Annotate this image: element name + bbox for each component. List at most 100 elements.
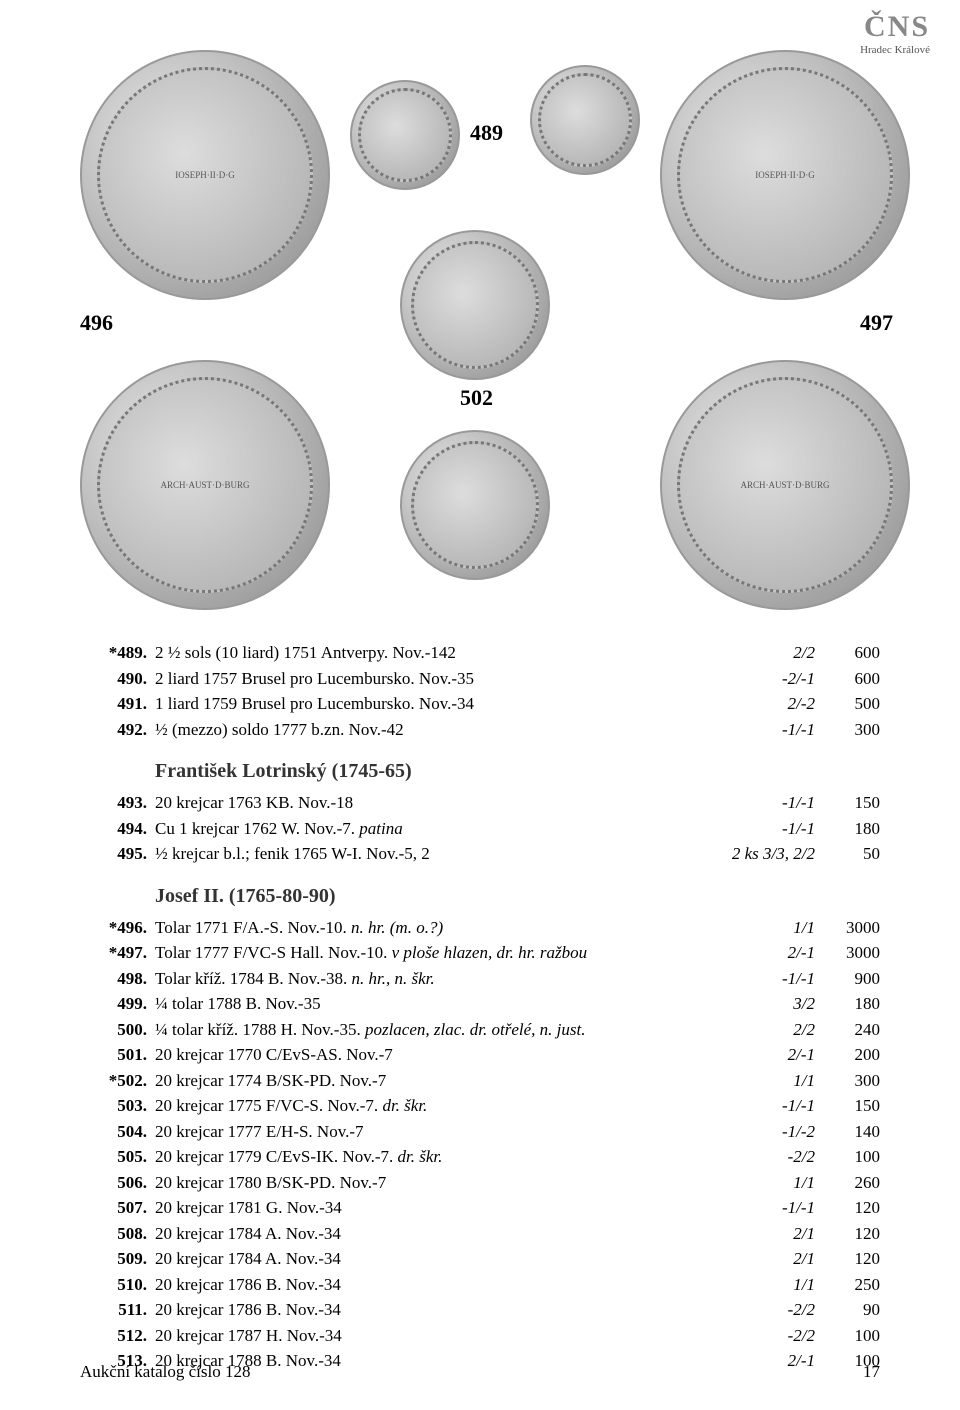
lot-description: 20 krejcar 1777 E/H-S. Nov.-7 bbox=[155, 1119, 715, 1145]
catalog-row: 498.Tolar kříž. 1784 B. Nov.-38. n. hr.,… bbox=[80, 966, 880, 992]
lot-grade: -1/-1 bbox=[715, 790, 815, 816]
lot-price: 500 bbox=[815, 691, 880, 717]
lot-number: 499. bbox=[80, 991, 155, 1017]
lot-price: 250 bbox=[815, 1272, 880, 1298]
lot-price: 180 bbox=[815, 991, 880, 1017]
lot-description: 20 krejcar 1770 C/EvS-AS. Nov.-7 bbox=[155, 1042, 715, 1068]
catalog-row: 491.1 liard 1759 Brusel pro Lucembursko.… bbox=[80, 691, 880, 717]
coin-image: ARCH·AUST·D·BURG bbox=[80, 360, 330, 610]
coin-image bbox=[530, 65, 640, 175]
catalog-row: 492.½ (mezzo) soldo 1777 b.zn. Nov.-42-1… bbox=[80, 717, 880, 743]
lot-grade: 2/1 bbox=[715, 1221, 815, 1247]
lot-number: *502. bbox=[80, 1068, 155, 1094]
lot-grade: -1/-1 bbox=[715, 1195, 815, 1221]
catalog-row: *489.2 ½ sols (10 liard) 1751 Antverpy. … bbox=[80, 640, 880, 666]
coin-label: 489 bbox=[470, 120, 503, 146]
catalog-row: 512.20 krejcar 1787 H. Nov.-34-2/2100 bbox=[80, 1323, 880, 1349]
coin-image bbox=[350, 80, 460, 190]
lot-grade: -1/-1 bbox=[715, 816, 815, 842]
lot-number: 504. bbox=[80, 1119, 155, 1145]
catalog-row: *496.Tolar 1771 F/A.-S. Nov.-10. n. hr. … bbox=[80, 915, 880, 941]
lot-price: 260 bbox=[815, 1170, 880, 1196]
lot-description: 2 ½ sols (10 liard) 1751 Antverpy. Nov.-… bbox=[155, 640, 715, 666]
lot-price: 3000 bbox=[815, 915, 880, 941]
coin-images-area: IOSEPH·II·D·G 489 IOSEPH·II·D·G 496 497 … bbox=[50, 50, 910, 630]
lot-number: 506. bbox=[80, 1170, 155, 1196]
lot-price: 120 bbox=[815, 1221, 880, 1247]
header-logo-text: ČNS bbox=[860, 10, 930, 44]
catalog-listing: *489.2 ½ sols (10 liard) 1751 Antverpy. … bbox=[80, 640, 880, 1374]
coin-image: IOSEPH·II·D·G bbox=[80, 50, 330, 300]
lot-number: 510. bbox=[80, 1272, 155, 1298]
lot-grade: 1/1 bbox=[715, 1068, 815, 1094]
lot-price: 100 bbox=[815, 1323, 880, 1349]
catalog-row: 495.½ krejcar b.l.; fenik 1765 W-I. Nov.… bbox=[80, 841, 880, 867]
lot-number: 508. bbox=[80, 1221, 155, 1247]
lot-grade: -2/2 bbox=[715, 1297, 815, 1323]
lot-price: 600 bbox=[815, 666, 880, 692]
lot-number: *489. bbox=[80, 640, 155, 666]
catalog-row: 494.Cu 1 krejcar 1762 W. Nov.-7. patina-… bbox=[80, 816, 880, 842]
lot-description: Tolar 1771 F/A.-S. Nov.-10. n. hr. (m. o… bbox=[155, 915, 715, 941]
lot-description: 20 krejcar 1780 B/SK-PD. Nov.-7 bbox=[155, 1170, 715, 1196]
lot-description: Tolar 1777 F/VC-S Hall. Nov.-10. v ploše… bbox=[155, 940, 715, 966]
lot-number: 491. bbox=[80, 691, 155, 717]
lot-price: 140 bbox=[815, 1119, 880, 1145]
catalog-row: 504.20 krejcar 1777 E/H-S. Nov.-7-1/-214… bbox=[80, 1119, 880, 1145]
lot-price: 300 bbox=[815, 717, 880, 743]
lot-grade: -1/-2 bbox=[715, 1119, 815, 1145]
lot-number: 495. bbox=[80, 841, 155, 867]
lot-grade: 2/1 bbox=[715, 1246, 815, 1272]
catalog-row: 511.20 krejcar 1786 B. Nov.-34-2/290 bbox=[80, 1297, 880, 1323]
lot-price: 200 bbox=[815, 1042, 880, 1068]
page-footer: Aukční katalog číslo 128 17 bbox=[80, 1362, 880, 1382]
lot-price: 150 bbox=[815, 790, 880, 816]
lot-number: 500. bbox=[80, 1017, 155, 1043]
lot-number: 492. bbox=[80, 717, 155, 743]
lot-description: 1 liard 1759 Brusel pro Lucembursko. Nov… bbox=[155, 691, 715, 717]
catalog-row: 509.20 krejcar 1784 A. Nov.-342/1120 bbox=[80, 1246, 880, 1272]
lot-number: *497. bbox=[80, 940, 155, 966]
lot-description: 20 krejcar 1786 B. Nov.-34 bbox=[155, 1297, 715, 1323]
lot-grade: -2/2 bbox=[715, 1323, 815, 1349]
footer-page-number: 17 bbox=[863, 1362, 880, 1382]
catalog-row: 507.20 krejcar 1781 G. Nov.-34-1/-1120 bbox=[80, 1195, 880, 1221]
catalog-row: 506.20 krejcar 1780 B/SK-PD. Nov.-71/126… bbox=[80, 1170, 880, 1196]
coin-image bbox=[400, 430, 550, 580]
lot-number: 498. bbox=[80, 966, 155, 992]
coin-image bbox=[400, 230, 550, 380]
catalog-row: 505.20 krejcar 1779 C/EvS-IK. Nov.-7. dr… bbox=[80, 1144, 880, 1170]
lot-number: 494. bbox=[80, 816, 155, 842]
catalog-row: 501.20 krejcar 1770 C/EvS-AS. Nov.-72/-1… bbox=[80, 1042, 880, 1068]
lot-description: 20 krejcar 1774 B/SK-PD. Nov.-7 bbox=[155, 1068, 715, 1094]
lot-grade: 3/2 bbox=[715, 991, 815, 1017]
coin-label: 496 bbox=[80, 310, 113, 336]
lot-grade: 2/-2 bbox=[715, 691, 815, 717]
catalog-row: 503.20 krejcar 1775 F/VC-S. Nov.-7. dr. … bbox=[80, 1093, 880, 1119]
lot-price: 300 bbox=[815, 1068, 880, 1094]
lot-description: 20 krejcar 1786 B. Nov.-34 bbox=[155, 1272, 715, 1298]
lot-description: 20 krejcar 1779 C/EvS-IK. Nov.-7. dr. šk… bbox=[155, 1144, 715, 1170]
lot-grade: 2/2 bbox=[715, 640, 815, 666]
catalog-row: 510.20 krejcar 1786 B. Nov.-341/1250 bbox=[80, 1272, 880, 1298]
lot-price: 120 bbox=[815, 1195, 880, 1221]
lot-description: Tolar kříž. 1784 B. Nov.-38. n. hr., n. … bbox=[155, 966, 715, 992]
lot-price: 50 bbox=[815, 841, 880, 867]
lot-grade: 1/1 bbox=[715, 1170, 815, 1196]
lot-grade: 2 ks 3/3, 2/2 bbox=[715, 841, 815, 867]
lot-grade: -1/-1 bbox=[715, 966, 815, 992]
lot-description: Cu 1 krejcar 1762 W. Nov.-7. patina bbox=[155, 816, 715, 842]
lot-description: 2 liard 1757 Brusel pro Lucembursko. Nov… bbox=[155, 666, 715, 692]
lot-grade: 2/-1 bbox=[715, 940, 815, 966]
catalog-row: 508.20 krejcar 1784 A. Nov.-342/1120 bbox=[80, 1221, 880, 1247]
lot-price: 90 bbox=[815, 1297, 880, 1323]
lot-description: ½ krejcar b.l.; fenik 1765 W-I. Nov.-5, … bbox=[155, 841, 715, 867]
lot-grade: 2/2 bbox=[715, 1017, 815, 1043]
lot-number: 505. bbox=[80, 1144, 155, 1170]
catalog-row: 499.¼ tolar 1788 B. Nov.-353/2180 bbox=[80, 991, 880, 1017]
lot-number: 503. bbox=[80, 1093, 155, 1119]
lot-number: 509. bbox=[80, 1246, 155, 1272]
lot-number: 512. bbox=[80, 1323, 155, 1349]
lot-price: 3000 bbox=[815, 940, 880, 966]
lot-number: *496. bbox=[80, 915, 155, 941]
